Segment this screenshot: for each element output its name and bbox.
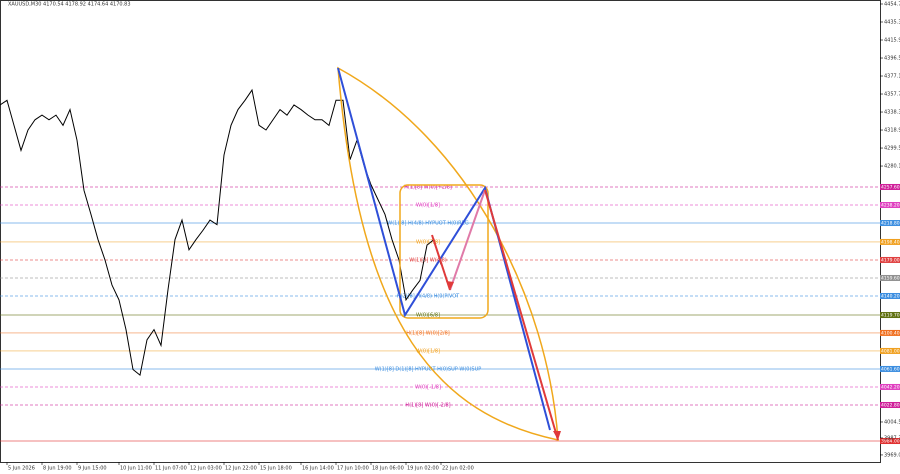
price-box [880, 347, 900, 354]
x-tick-label: 22 Jun 02:00 [442, 466, 474, 472]
price-box [880, 202, 900, 209]
price-box [880, 256, 900, 263]
y-tick-label: 4004.50 [884, 419, 900, 425]
level-label: H(1)[8] W(0)[+2/8] [404, 184, 452, 190]
chart-title: XAUUSD,M30 4170.54 4178.92 4174.64 4170.… [8, 2, 131, 8]
plot-frame [0, 0, 881, 463]
price-box [880, 183, 900, 190]
x-tick-label: 8 Jun 19:00 [43, 466, 72, 472]
price-box [880, 401, 900, 408]
y-tick-label: 4415.91 [884, 38, 900, 44]
price-box [880, 238, 900, 245]
x-tick-label: 12 Jun 22:00 [225, 466, 257, 472]
price-label: 4100.40 [881, 330, 900, 336]
level-label: W(0)[-1/8] [415, 384, 441, 390]
x-tick-label: 10 Jun 11:00 [120, 466, 152, 472]
x-tick-label: 18 Jun 06:00 [372, 466, 404, 472]
y-tick-label: 4377.13 [884, 74, 900, 80]
level-label: W(1)[8] W(4/8) [409, 257, 447, 263]
price-label: 4119.70 [881, 313, 900, 319]
y-tick-label: 4299.56 [884, 146, 900, 152]
price-box [880, 220, 900, 227]
level-label: W(0)[1/8] [416, 348, 440, 354]
x-tick-label: 15 Jun 18:00 [260, 466, 292, 472]
y-tick-label: 4318.95 [884, 128, 900, 134]
arrow-head [446, 281, 454, 290]
y-tick-label: 4396.52 [884, 56, 900, 62]
x-tick-label: 11 Jun 07:00 [155, 466, 187, 472]
projection-red [484, 189, 559, 441]
price-label: 4179.00 [881, 257, 900, 263]
price-label: 4218.80 [881, 221, 900, 227]
x-tick-label: 19 Jun 02:00 [407, 466, 439, 472]
target-box [399, 184, 489, 319]
y-tick-label: 4338.34 [884, 110, 900, 116]
arrow-head [553, 431, 561, 440]
x-tick-label: 16 Jun 14:00 [302, 466, 334, 472]
level-label: H(2)[8] H(4/8) H(0)PIVOT [397, 293, 460, 299]
price-box [880, 383, 900, 390]
price-box [880, 438, 900, 445]
y-tick-label: 4280.17 [884, 164, 900, 170]
price-label: 3984.00 [881, 439, 900, 445]
projection-red [431, 234, 451, 291]
y-tick-label: 3987.30 [884, 435, 900, 441]
level-label: H(1)[8] W(0)[2/8] [406, 330, 450, 336]
price-label: 4022.80 [881, 402, 900, 408]
price-label: 4198.40 [881, 239, 900, 245]
level-label: H(1)[8] W(0)[-2/8] [405, 402, 450, 408]
x-tick-label: 9 Jun 15:00 [78, 466, 107, 472]
level-label: W(0)[1/8] [416, 203, 440, 209]
y-tick-label: 3969.00 [884, 452, 900, 458]
level-label: W(1)[8] D(1)[8] HYPUOT H(0)SUP W(0)SUP [375, 366, 482, 372]
price-label: 4238.20 [881, 203, 900, 209]
price-box [880, 329, 900, 336]
level-label: W(1)[8] H(4/8) HYPUOT H(0)REG [387, 221, 469, 227]
y-tick-label: 4357.74 [884, 92, 900, 98]
x-tick-label: 17 Jun 10:00 [337, 466, 369, 472]
price-label: 4159.60 [881, 275, 900, 281]
projection-pink [449, 189, 486, 291]
price-box [880, 292, 900, 299]
price-box [880, 274, 900, 281]
price-label: 4140.20 [881, 293, 900, 299]
x-tick-label: 12 Jun 03:00 [190, 466, 222, 472]
level-label: W(0)[7/8] [416, 239, 440, 245]
price-label: 4257.60 [881, 184, 900, 190]
price-box [880, 312, 900, 319]
level-label: W(0)[6/8] [416, 313, 440, 319]
y-tick-label: 4454.70 [884, 1, 900, 7]
price-label: 4061.60 [881, 366, 900, 372]
price-label: 4081.00 [881, 348, 900, 354]
price-label: 4042.20 [881, 384, 900, 390]
y-tick-label: 4435.31 [884, 19, 900, 25]
price-box [880, 365, 900, 372]
projection-blue [337, 67, 551, 431]
x-tick-label: 5 Jun 2026 [8, 466, 35, 472]
